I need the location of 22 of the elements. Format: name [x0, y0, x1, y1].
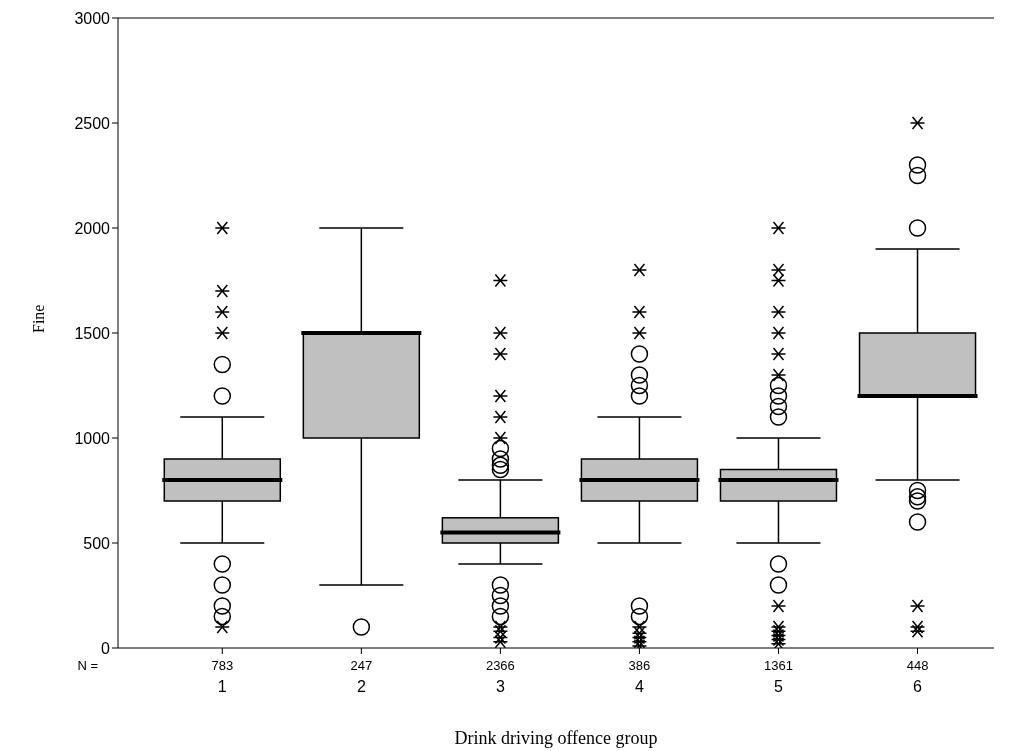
- text: 448: [906, 658, 929, 673]
- text: 247: [350, 658, 373, 673]
- y-tick-label: 1500: [74, 324, 111, 342]
- x-tick-label: 5: [774, 678, 784, 695]
- y-axis-title: Fine: [29, 304, 47, 333]
- x-tick-label: 6: [913, 678, 923, 695]
- text: N =: [77, 658, 98, 673]
- y-tick-label: 1000: [74, 429, 111, 447]
- text: 386: [628, 658, 651, 673]
- y-tick-label: 2000: [74, 219, 111, 237]
- y-tick-label: 2500: [74, 114, 111, 132]
- x-axis-title: Drink driving offence group: [454, 728, 658, 748]
- text: 1361: [764, 658, 793, 673]
- x-tick-label: 2: [356, 678, 366, 695]
- text: 2366: [485, 658, 515, 673]
- x-tick-label: 1: [217, 678, 227, 695]
- x-tick-label: 3: [495, 678, 505, 695]
- y-tick-label: 0: [101, 639, 111, 657]
- x-tick-label: 4: [634, 678, 644, 695]
- text: 783: [211, 658, 234, 673]
- y-tick-label: 500: [83, 534, 111, 552]
- y-tick-label: 3000: [74, 9, 111, 27]
